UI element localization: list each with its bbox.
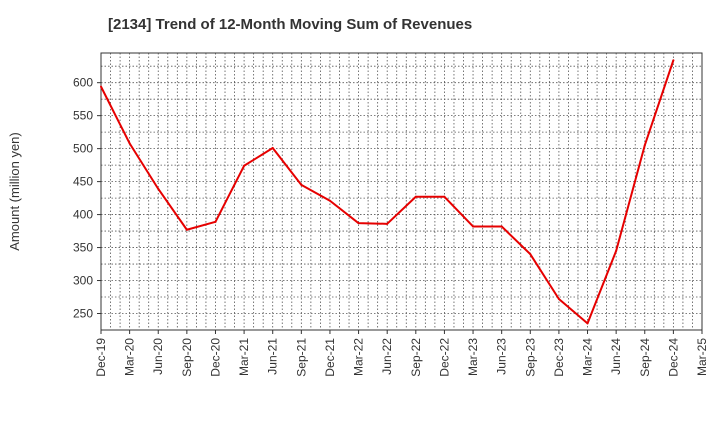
x-tick-label: Dec-22 xyxy=(437,338,451,377)
x-tick-label: Jun-23 xyxy=(495,338,509,375)
x-tick-label: Mar-21 xyxy=(237,338,251,376)
x-tick-label: Sep-20 xyxy=(180,338,194,377)
data-point xyxy=(185,228,188,231)
y-tick-label: 250 xyxy=(73,307,93,321)
y-tick-label: 550 xyxy=(73,109,93,123)
data-point xyxy=(615,249,618,252)
x-tick-label: Mar-25 xyxy=(695,338,709,376)
x-tick-label: Dec-20 xyxy=(208,338,222,377)
data-point xyxy=(643,144,646,147)
y-tick-label: 450 xyxy=(73,175,93,189)
y-tick-label: 500 xyxy=(73,142,93,156)
y-tick-label: 350 xyxy=(73,241,93,255)
x-tick-label: Dec-21 xyxy=(323,338,337,377)
x-tick-label: Jun-22 xyxy=(380,338,394,375)
x-tick-label: Jun-24 xyxy=(609,338,623,375)
x-tick-label: Sep-21 xyxy=(294,338,308,377)
data-point xyxy=(386,222,389,225)
data-point xyxy=(214,220,217,223)
plot-frame xyxy=(100,52,703,331)
data-point xyxy=(414,195,417,198)
data-point xyxy=(443,195,446,198)
x-tick-label: Dec-23 xyxy=(552,338,566,377)
x-tick-label: Mar-23 xyxy=(466,338,480,376)
y-tick-label: 600 xyxy=(73,76,93,90)
data-point xyxy=(529,253,532,256)
x-tick-label: Dec-19 xyxy=(94,338,108,377)
y-axis: 250 300 350 400 450 500 550 600 xyxy=(73,76,101,321)
data-point xyxy=(328,199,331,202)
data-point xyxy=(100,85,102,88)
data-point xyxy=(357,222,360,225)
x-tick-label: Jun-20 xyxy=(151,338,165,375)
chart-title: [2134] Trend of 12-Month Moving Sum of R… xyxy=(108,16,473,33)
grid xyxy=(101,53,702,330)
data-point xyxy=(672,59,675,62)
data-point xyxy=(128,142,131,145)
x-axis: Dec-19 Mar-20 Jun-20 Sep-20 Dec-20 Mar-21 Jun-… xyxy=(94,330,709,377)
x-tick-label: Dec-24 xyxy=(666,338,680,377)
series-layer xyxy=(100,59,675,325)
x-tick-label: Mar-22 xyxy=(352,338,366,376)
data-point xyxy=(586,322,589,325)
y-tick-label: 400 xyxy=(73,208,93,222)
data-point xyxy=(157,187,160,190)
x-tick-label: Sep-23 xyxy=(523,338,537,377)
y-axis-label: Amount (million yen) xyxy=(7,132,22,251)
x-tick-label: Sep-24 xyxy=(638,338,652,377)
data-point xyxy=(271,146,274,149)
y-tick-label: 300 xyxy=(73,274,93,288)
data-point xyxy=(557,298,560,301)
x-tick-label: Mar-20 xyxy=(123,338,137,376)
data-point xyxy=(243,164,246,167)
x-tick-label: Jun-21 xyxy=(266,338,280,375)
data-point xyxy=(500,225,503,228)
x-tick-label: Mar-24 xyxy=(581,338,595,376)
data-point xyxy=(472,225,475,228)
data-point xyxy=(300,183,303,186)
x-tick-label: Sep-22 xyxy=(409,338,423,377)
